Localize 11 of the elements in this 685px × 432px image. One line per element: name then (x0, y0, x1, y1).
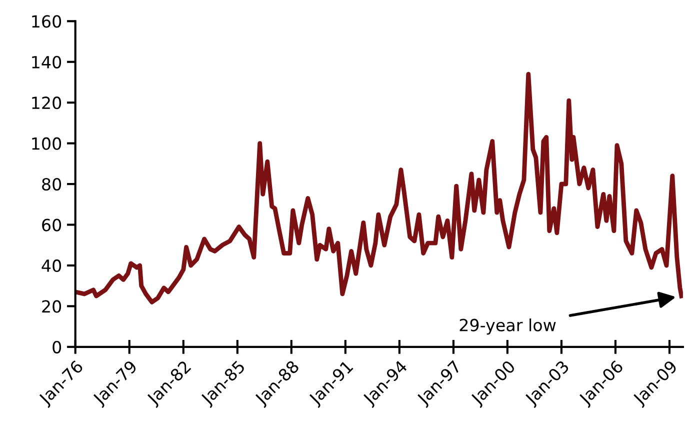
y-tick-label: 140 (32, 56, 62, 68)
y-tick-label: 60 (42, 218, 62, 232)
y-tick-label: 160 (32, 15, 62, 28)
y-tick-label: 40 (42, 259, 62, 272)
y-tick-label: 0 (52, 340, 62, 354)
y-tick-label: 20 (42, 300, 62, 313)
y-tick-label: 100 (32, 137, 62, 150)
y-tick-label: 80 (42, 178, 62, 191)
y-tick-label: 120 (32, 96, 62, 110)
line-series (75, 72, 683, 304)
annotation: 29-year low (460, 318, 556, 335)
